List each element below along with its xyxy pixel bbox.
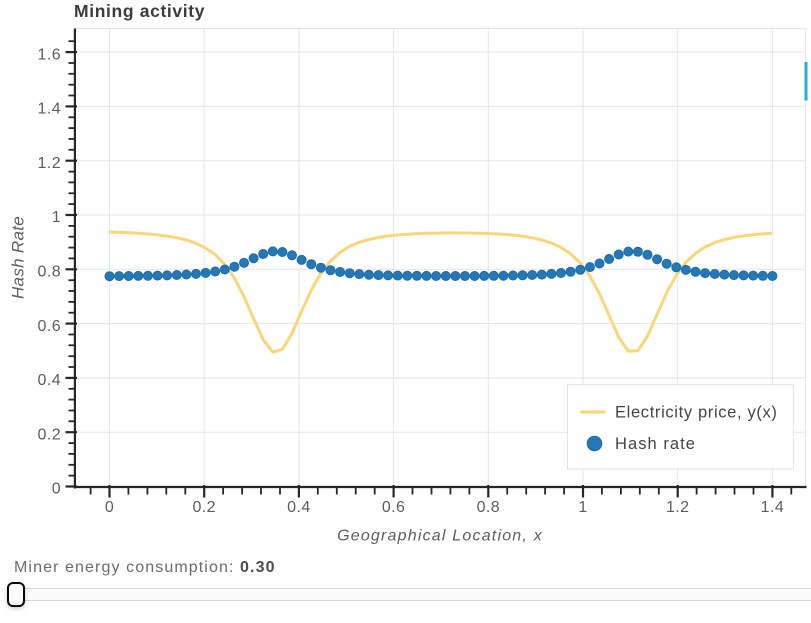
svg-text:0: 0 (52, 481, 61, 498)
svg-text:Hash rate: Hash rate (615, 435, 696, 453)
svg-text:Mining activity: Mining activity (74, 1, 205, 21)
svg-text:1.6: 1.6 (38, 46, 61, 63)
svg-text:0.4: 0.4 (38, 372, 61, 389)
svg-text:0.8: 0.8 (477, 499, 500, 516)
svg-text:Geographical Location, x: Geographical Location, x (337, 528, 543, 545)
svg-text:0.8: 0.8 (38, 264, 61, 281)
svg-text:0.2: 0.2 (192, 499, 215, 516)
svg-text:Hash Rate: Hash Rate (9, 216, 28, 299)
svg-text:Electricity price, y(x): Electricity price, y(x) (615, 404, 778, 422)
svg-text:1: 1 (578, 499, 587, 516)
svg-text:0.6: 0.6 (38, 318, 61, 335)
svg-text:0: 0 (105, 499, 114, 516)
svg-text:1.2: 1.2 (38, 155, 61, 172)
svg-text:0.6: 0.6 (382, 499, 405, 516)
svg-text:0.4: 0.4 (287, 499, 310, 516)
svg-text:1.4: 1.4 (38, 101, 61, 118)
svg-text:0.2: 0.2 (38, 426, 61, 443)
svg-text:1.2: 1.2 (666, 499, 689, 516)
svg-text:1.4: 1.4 (761, 499, 784, 516)
svg-text:1: 1 (52, 209, 61, 226)
